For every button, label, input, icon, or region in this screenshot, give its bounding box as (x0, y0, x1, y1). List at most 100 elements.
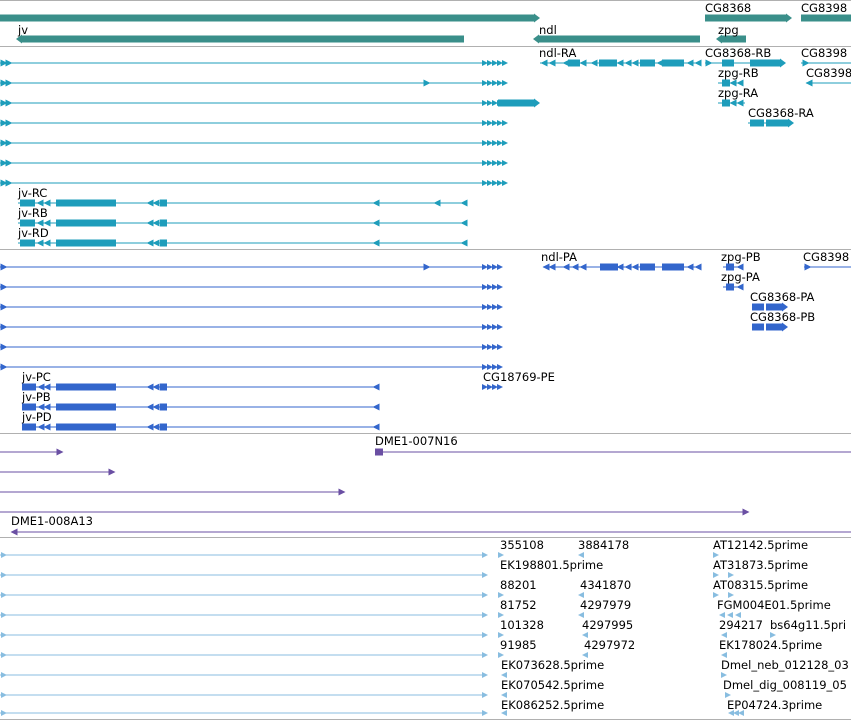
left-arrow-icon (736, 283, 744, 291)
left-arrow-icon (43, 239, 51, 247)
transcript-label-zpg-rb[interactable]: zpg-RB (718, 66, 759, 80)
est-label[interactable]: AT12142.5prime (713, 538, 809, 552)
exon-block (160, 239, 167, 247)
left-arrow-icon (43, 383, 51, 391)
left-arrow-icon (152, 423, 160, 431)
est-label[interactable]: bs64g11.5pri (770, 618, 847, 632)
transcript-label-jv-rc[interactable]: jv-RC (18, 186, 48, 200)
exon-block (56, 383, 116, 391)
left-arrow-icon (616, 263, 624, 271)
transcript-label-cg8368-ra[interactable]: CG8368-RA (748, 106, 814, 120)
left-arrow-icon (562, 59, 570, 67)
left-arrow-icon (582, 632, 588, 638)
transcript-label-jv-rb[interactable]: jv-RB (18, 206, 48, 220)
left-arrow-icon (146, 239, 154, 247)
left-arrow-icon (562, 263, 570, 271)
est-label[interactable]: Dmel_dig_008119_05 (723, 678, 847, 692)
exon-block (160, 199, 167, 207)
est-label[interactable]: 88201 (500, 578, 537, 592)
est-label[interactable]: 4297995 (582, 618, 634, 632)
protein-label-cg8398[interactable]: CG8398 (803, 250, 850, 264)
transcript-label-cg8398-b[interactable]: CG8398 (806, 66, 851, 80)
right-arrow-icon (482, 384, 488, 390)
clone-label-dme1-007n16[interactable]: DME1-007N16 (375, 434, 458, 448)
est-label[interactable]: 101328 (500, 618, 544, 632)
protein-label-zpg-pa[interactable]: zpg-PA (721, 270, 760, 284)
transcript-label-ndl-ra[interactable]: ndl-RA (539, 46, 577, 60)
right-arrow-icon (482, 632, 488, 638)
right-arrow-icon (0, 343, 8, 351)
est-label[interactable]: EP04724.3prime (727, 698, 823, 712)
transcript-label-zpg-ra[interactable]: zpg-RA (718, 86, 759, 100)
left-arrow-icon (16, 34, 22, 44)
clone-label-dme1-008a13[interactable]: DME1-008A13 (11, 514, 93, 528)
right-arrow-icon (56, 448, 64, 456)
right-arrow-icon (482, 120, 488, 126)
protein-label-jv-pd[interactable]: jv-PD (22, 410, 52, 424)
est-label[interactable]: 4297972 (584, 638, 636, 652)
est-label[interactable]: Dmel_neb_012128_03 (721, 658, 849, 672)
gene-label-zpg[interactable]: zpg (718, 23, 739, 37)
right-arrow-icon (497, 120, 503, 126)
est-label[interactable]: AT08315.5prime (713, 578, 809, 592)
right-arrow-icon (498, 632, 504, 638)
protein-label-cg8368-pb[interactable]: CG8368-PB (750, 310, 816, 324)
est-label[interactable]: 294217 (719, 618, 763, 632)
est-label[interactable]: EK070542.5prime (501, 678, 605, 692)
est-label[interactable]: 91985 (500, 638, 537, 652)
track-bottom-border (0, 719, 851, 720)
gene-label-ndl[interactable]: ndl (539, 23, 557, 37)
est-label[interactable]: EK073628.5prime (501, 658, 605, 672)
exon-block (56, 403, 116, 411)
est-label[interactable]: EK086252.5prime (501, 698, 605, 712)
left-arrow-icon (36, 219, 44, 227)
left-arrow-icon (721, 652, 727, 658)
right-arrow-icon (492, 120, 498, 126)
exon-block (20, 239, 35, 247)
transcript-label-jv-rd[interactable]: jv-RD (18, 226, 49, 240)
est-label[interactable]: 3884178 (578, 538, 630, 552)
right-arrow-icon (780, 58, 786, 68)
right-arrow-icon (0, 139, 8, 147)
right-arrow-icon (1, 592, 7, 598)
est-label[interactable]: 355108 (500, 538, 544, 552)
left-arrow-icon (460, 219, 468, 227)
est-label[interactable]: 81752 (500, 598, 537, 612)
protein-label-cg18769-pe[interactable]: CG18769-PE (483, 370, 555, 384)
est-label[interactable]: EK198801.5prime (500, 558, 604, 572)
protein-label-jv-pb[interactable]: jv-PB (22, 390, 51, 404)
right-arrow-icon (498, 592, 504, 598)
right-arrow-icon (423, 79, 431, 87)
left-arrow-icon (460, 199, 468, 207)
right-arrow-icon (788, 118, 794, 128)
gene-bar-zpg (722, 35, 746, 43)
right-arrow-icon (0, 303, 8, 311)
est-label[interactable]: 4341870 (580, 578, 632, 592)
protein-label-cg8368-pa[interactable]: CG8368-PA (750, 290, 815, 304)
right-arrow-icon (487, 384, 493, 390)
right-arrow-icon (492, 264, 498, 270)
right-arrow-icon (728, 592, 734, 598)
transcript-label-cg8398[interactable]: CG8398 (801, 46, 848, 60)
transcript-label-cg8368-rb[interactable]: CG8368-RB (705, 46, 772, 60)
est-label[interactable]: EK178024.5prime (719, 638, 823, 652)
gene-label-jv[interactable]: jv (18, 23, 29, 37)
left-arrow-icon (631, 263, 639, 271)
gene-label-cg8398[interactable]: CG8398 (801, 1, 848, 15)
protein-label-jv-pc[interactable]: jv-PC (22, 370, 51, 384)
est-label[interactable]: 4297979 (580, 598, 632, 612)
est-label[interactable]: FGM004E01.5prime (717, 598, 831, 612)
est-label[interactable]: AT31873.5prime (713, 558, 809, 572)
protein-label-ndl-pa[interactable]: ndl-PA (541, 250, 577, 264)
protein-label-zpg-pb[interactable]: zpg-PB (721, 250, 761, 264)
left-arrow-icon (501, 710, 507, 716)
right-arrow-icon (742, 508, 750, 516)
right-arrow-icon (1, 652, 7, 658)
gene-label-cg8368[interactable]: CG8368 (705, 1, 752, 15)
left-arrow-icon (733, 710, 739, 716)
right-arrow-icon (1, 612, 7, 618)
right-arrow-icon (502, 140, 508, 146)
right-arrow-icon (482, 710, 488, 716)
left-arrow-icon (656, 59, 664, 67)
